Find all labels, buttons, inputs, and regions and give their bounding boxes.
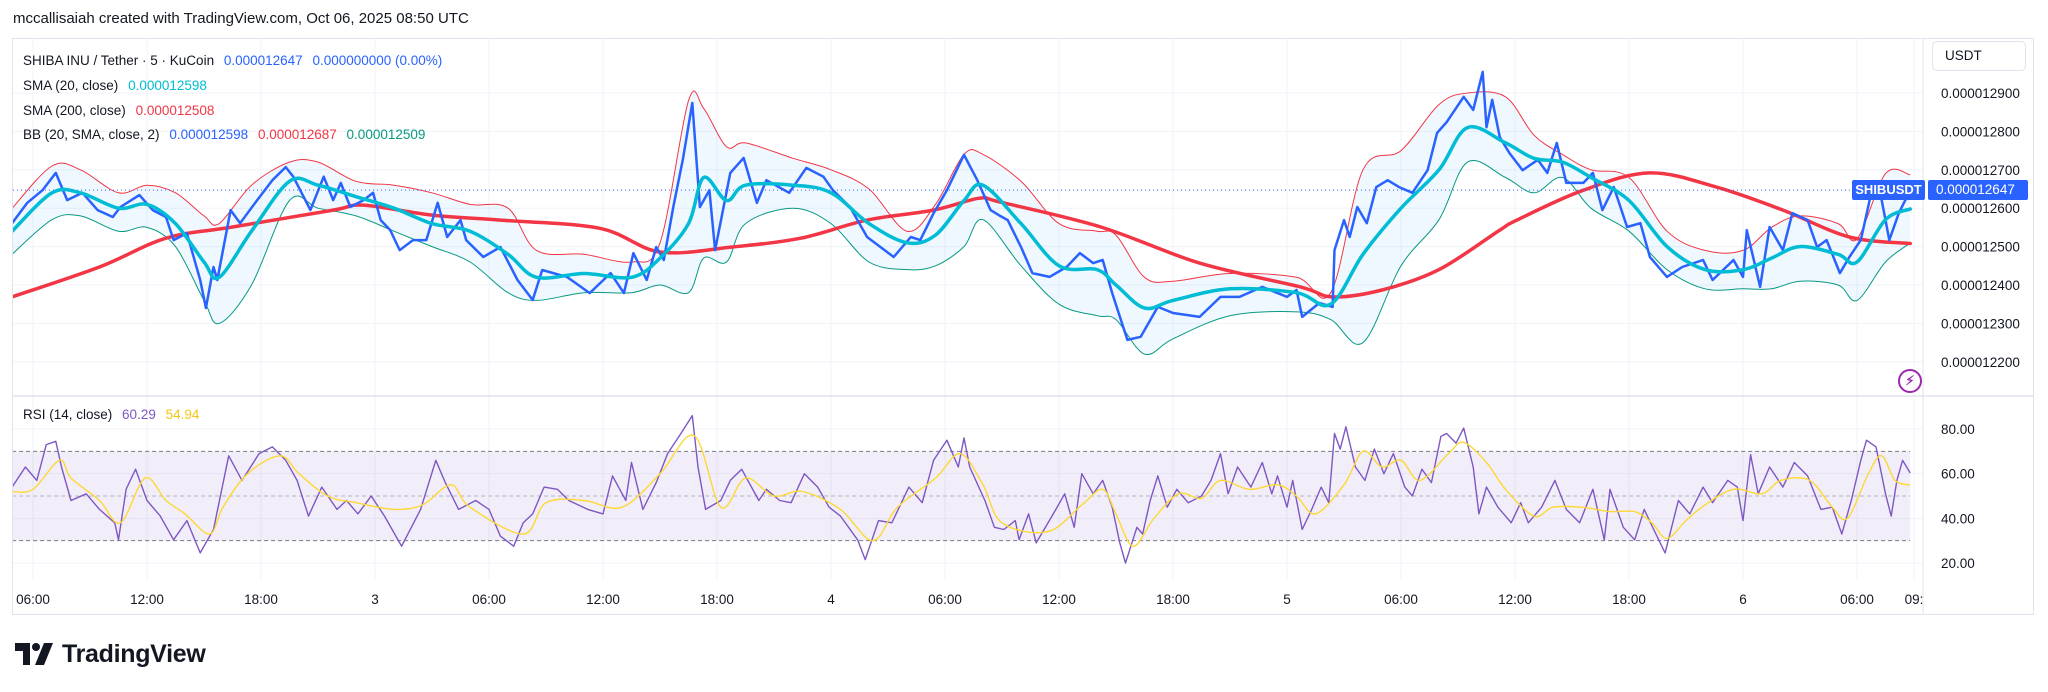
lightning-bolt-icon[interactable]: ⚡︎: [1898, 369, 1922, 393]
legend-symbol[interactable]: SHIBA INU / Tether · 5 · KuCoin: [23, 53, 215, 68]
price-tick-label: 0.000012800: [1941, 124, 2020, 139]
time-tick-label: 06:00: [928, 592, 962, 607]
price-axis[interactable]: 0.000012900 0.000012800 0.000012700 0.00001…: [1941, 86, 2020, 370]
rsi-pane[interactable]: [12, 414, 1911, 564]
time-tick-label: 18:00: [1156, 592, 1190, 607]
bollinger-lower-line[interactable]: [12, 160, 1911, 356]
price-tick-label: 0.000012300: [1941, 316, 2020, 331]
legend-bb-lower: 0.000012509: [346, 127, 426, 142]
legend-sma200-value: 0.000012508: [135, 103, 215, 118]
time-tick-label: 09:: [1905, 592, 1924, 607]
rsi-tick-label: 20.00: [1941, 556, 1975, 571]
time-tick-label: 12:00: [130, 592, 164, 607]
price-tick-label: 0.000012500: [1941, 240, 2020, 255]
rsi-ma-line[interactable]: [12, 434, 1911, 547]
legend-rsi-ma-value: 54.94: [165, 407, 200, 422]
tradingview-logo[interactable]: TradingView: [15, 639, 206, 668]
legend-bb-basis: 0.000012598: [169, 127, 249, 142]
legend-bb-row[interactable]: BB (20, SMA, close, 2) 0.000012598 0.000…: [23, 127, 431, 142]
chart-attribution: mccallisaiah created with TradingView.co…: [13, 10, 469, 27]
time-tick-label: 06:00: [16, 592, 50, 607]
bollinger-upper-line[interactable]: [12, 90, 1911, 299]
rsi-axis[interactable]: 80.00 60.00 40.00 20.00: [1941, 422, 1975, 571]
time-tick-label: 6: [1739, 592, 1747, 607]
legend-symbol-row: SHIBA INU / Tether · 5 · KuCoin 0.000012…: [23, 53, 448, 68]
price-tick-label: 0.000012200: [1941, 355, 2020, 370]
price-pane[interactable]: [12, 70, 1923, 356]
price-tick-label: 0.000012600: [1941, 201, 2020, 216]
legend-bb-label[interactable]: BB (20, SMA, close, 2): [23, 127, 160, 142]
time-tick-label: 18:00: [700, 592, 734, 607]
legend-rsi-row[interactable]: RSI (14, close) 60.29 54.94: [23, 407, 205, 422]
time-tick-label: 06:00: [472, 592, 506, 607]
legend-sma20-row[interactable]: SMA (20, close) 0.000012598: [23, 78, 213, 93]
chart-frame: [12, 38, 2034, 615]
time-tick-label: 5: [1283, 592, 1291, 607]
time-tick-label: 06:00: [1840, 592, 1874, 607]
legend-last-price: 0.000012647: [223, 53, 303, 68]
time-tick-label: 18:00: [244, 592, 278, 607]
tradingview-logo-text: TradingView: [62, 639, 206, 668]
legend-sma20-value: 0.000012598: [128, 78, 207, 93]
time-tick-label: 3: [371, 592, 379, 607]
legend-sma200-label[interactable]: SMA (200, close): [23, 103, 126, 118]
legend-rsi-value: 60.29: [122, 407, 156, 422]
price-tick-label: 0.000012900: [1941, 86, 2020, 101]
time-tick-label: 06:00: [1384, 592, 1418, 607]
last-price-tag: 0.000012647: [1928, 180, 2028, 200]
legend-bb-upper: 0.000012687: [257, 127, 337, 142]
legend-rsi-label[interactable]: RSI (14, close): [23, 407, 113, 422]
time-tick-label: 18:00: [1612, 592, 1646, 607]
legend-sma20-label[interactable]: SMA (20, close): [23, 78, 119, 93]
rsi-tick-label: 60.00: [1941, 467, 1975, 482]
sma20-line[interactable]: [12, 125, 1912, 311]
currency-button[interactable]: USDT: [1932, 41, 2026, 71]
time-tick-label: 12:00: [1498, 592, 1532, 607]
rsi-tick-label: 80.00: [1941, 422, 1975, 437]
price-tick-label: 0.000012400: [1941, 278, 2020, 293]
tradingview-logo-icon: [15, 643, 53, 665]
time-tick-label: 4: [827, 592, 835, 607]
time-tick-label: 12:00: [1042, 592, 1076, 607]
bollinger-fill: [13, 91, 1911, 355]
price-tick-label: 0.000012700: [1941, 163, 2020, 178]
legend-change: 0.000000000 (0.00%): [312, 53, 443, 68]
symbol-price-tag: SHIBUSDT: [1852, 180, 1925, 200]
time-tick-label: 12:00: [586, 592, 620, 607]
rsi-tick-label: 40.00: [1941, 511, 1975, 526]
legend-sma200-row[interactable]: SMA (200, close) 0.000012508: [23, 103, 220, 118]
grid-lines: [13, 39, 1923, 580]
time-axis[interactable]: 06:00 12:00 18:00 3 06:00 12:00 18:00 4 06:00 12:…: [16, 592, 1923, 607]
